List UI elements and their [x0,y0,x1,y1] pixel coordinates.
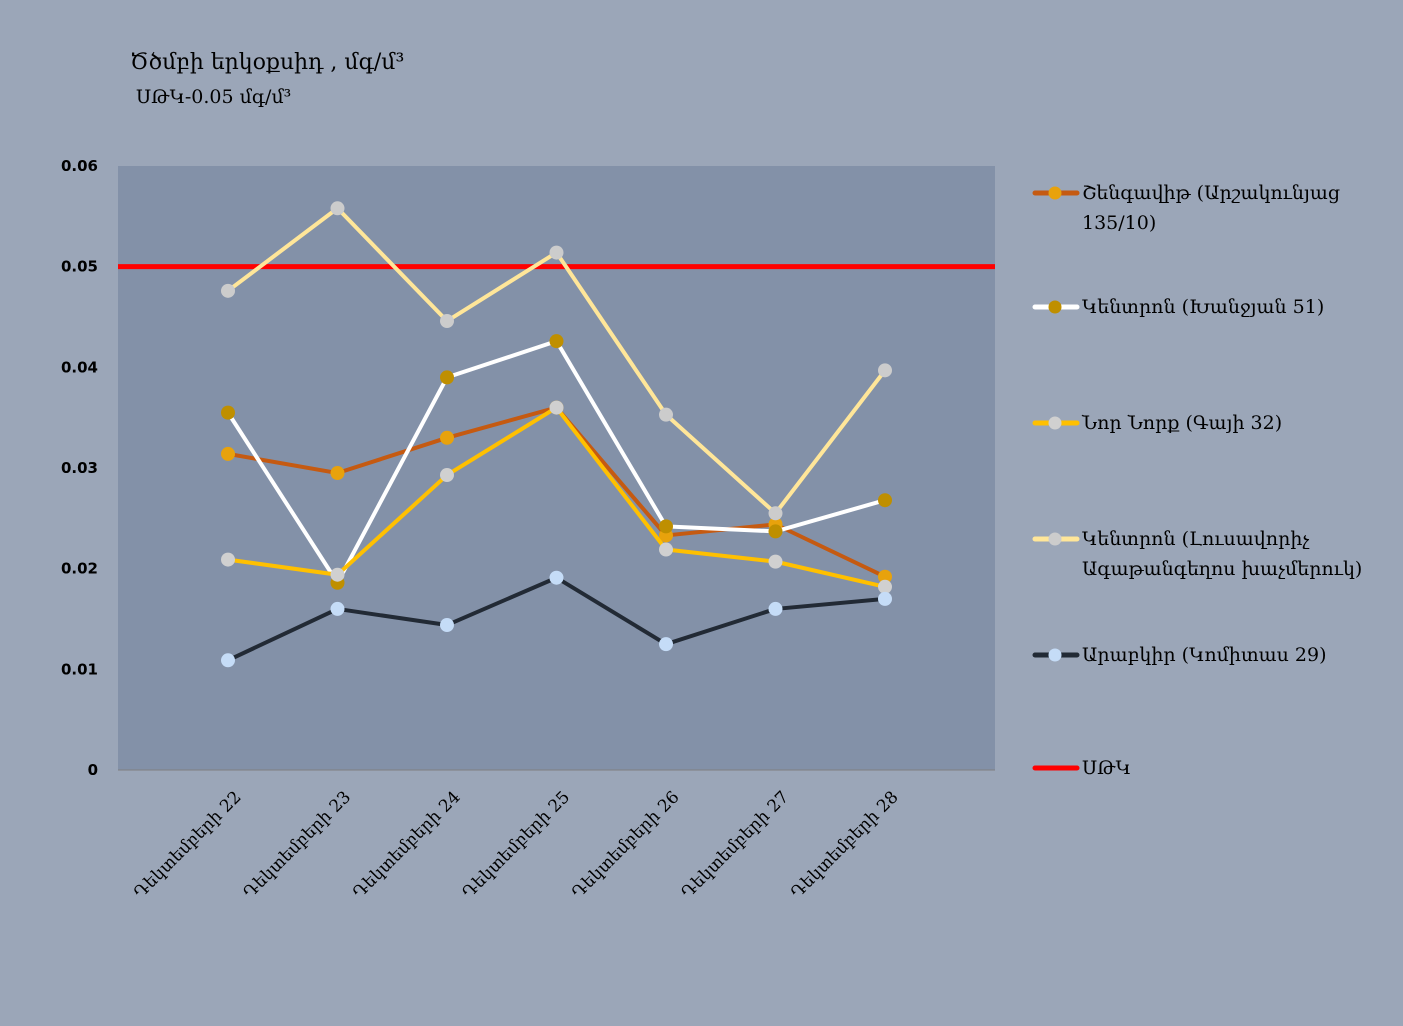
data-point [440,468,454,483]
data-point [221,653,235,668]
data-point [330,201,345,216]
data-point [549,570,564,585]
legend-label: Կենտրոն (Լուսավորիչ [1082,528,1310,550]
y-tick-label: 0.02 [61,560,98,578]
data-point [440,314,454,329]
legend-item: Կենտրոն (Լուսավորիչ Ագաթանգեղոս խաչմերուկ… [1082,524,1392,584]
data-point [221,283,235,298]
data-point [440,430,454,445]
x-tick-label: Դեկտեմբերի 23 [240,787,355,902]
data-point [221,405,235,420]
data-point [768,506,783,521]
data-point [549,245,564,260]
data-point [659,637,673,652]
series-2 [221,400,892,594]
data-point [659,542,673,557]
legend-marker-swatch [1048,648,1062,662]
legend-label: Ագաթանգեղոս խաչմերուկ) [1082,558,1363,580]
data-point [330,466,345,481]
data-point [878,591,892,606]
data-point [878,493,892,508]
data-point [330,601,345,616]
data-point [549,400,564,415]
y-tick-label: 0.01 [61,660,98,678]
data-point [878,363,892,378]
legend-label: Շենգավիթ (Արշակունյաց [1082,182,1341,204]
series-1 [221,334,892,590]
chart-subtitle: ՍԹԿ-0.05 մգ/մ³ [136,86,292,108]
legend-item: Նոր Նորք (Գայի 32) [1082,408,1392,438]
legend-item: Արաբկիր (Կոմիտաս 29) [1082,640,1392,670]
legend-label: 135/10) [1082,212,1157,234]
x-tick-label: Դեկտեմբերի 22 [130,787,245,902]
y-tick-label: 0.03 [61,459,98,477]
series-4 [221,570,892,668]
data-point [221,446,235,461]
data-point [878,569,892,584]
data-point [768,601,783,616]
data-point [221,552,235,567]
data-point [659,407,673,422]
chart-title: Ծծմբի երկօքսիդ , մգ/մ³ [130,50,405,75]
y-tick-label: 0.04 [61,358,98,376]
data-point [768,554,783,569]
data-point [768,524,783,539]
legend-marker-swatch [1048,532,1062,546]
y-tick-label: 0.05 [61,258,98,276]
legend-item: Կենտրոն (Խանջյան 51) [1082,292,1392,322]
x-tick-label: Դեկտեմբերի 28 [787,787,902,902]
x-tick-label: Դեկտեմբերի 24 [349,787,464,902]
data-point [440,618,454,633]
legend-label: Կենտրոն (Խանջյան 51) [1082,296,1325,318]
legend-marker-swatch [1048,186,1062,200]
data-point [330,567,345,582]
data-point [440,370,454,385]
x-tick-label: Դեկտեմբերի 27 [678,787,793,902]
legend-item: Շենգավիթ (Արշակունյաց 135/10) [1082,178,1392,238]
legend-label: Արաբկիր (Կոմիտաս 29) [1082,644,1327,666]
x-tick-label: Դեկտեմբերի 26 [568,787,683,902]
legend-marker-swatch [1048,300,1062,314]
legend-item-mac: ՍԹԿ [1082,757,1131,779]
x-tick-label: Դեկտեմբերի 25 [459,787,574,902]
data-point [549,334,564,349]
data-point [659,519,673,534]
y-tick-label: 0 [88,761,98,779]
series-3 [221,201,892,521]
legend-label: Նոր Նորք (Գայի 32) [1082,412,1283,434]
y-tick-label: 0.06 [61,157,98,175]
data-point [878,579,892,594]
legend-marker-swatch [1048,416,1062,430]
